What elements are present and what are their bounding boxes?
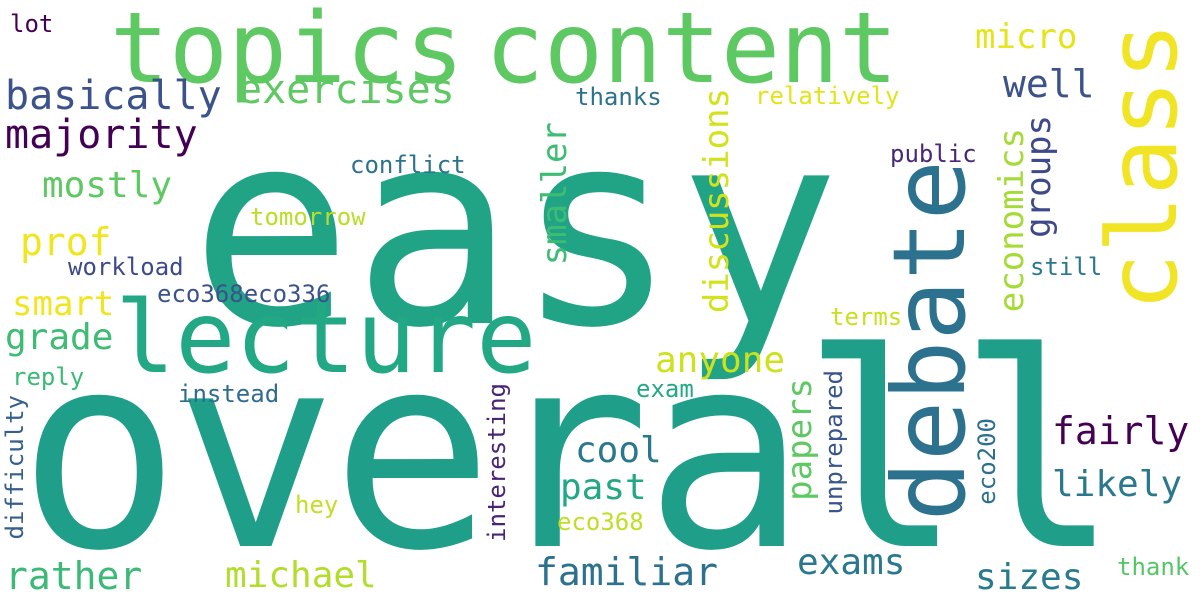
word-public: public xyxy=(890,140,977,168)
word-lot: lot xyxy=(10,10,54,38)
word-content: content xyxy=(485,0,899,106)
word-mostly: mostly xyxy=(42,165,173,206)
word-past: past xyxy=(560,467,647,508)
word-easy: easy xyxy=(190,72,841,387)
word-likely: likely xyxy=(1052,464,1183,505)
word-exercises: exercises xyxy=(238,67,455,113)
word-lecture: lecture xyxy=(115,279,537,396)
word-eco200: eco200 xyxy=(973,418,1001,505)
word-prof: prof xyxy=(20,220,112,264)
word-rather: rather xyxy=(5,554,143,598)
word-class: class xyxy=(1087,22,1199,311)
word-relatively: relatively xyxy=(755,82,900,110)
word-groups: groups xyxy=(1019,115,1059,238)
word-majority: majority xyxy=(5,112,198,158)
word-basically: basically xyxy=(5,73,222,119)
word-fairly: fairly xyxy=(1052,409,1190,453)
word-thanks: thanks xyxy=(575,83,662,111)
word-grade: grade xyxy=(5,317,114,358)
word-topics: topics xyxy=(110,0,465,106)
word-unprepared: unprepared xyxy=(820,370,848,515)
word-sizes: sizes xyxy=(975,557,1084,598)
word-eco368: eco368 xyxy=(557,508,644,536)
word-debate: debate xyxy=(871,160,988,522)
word-anyone: anyone xyxy=(655,340,786,381)
word-smart: smart xyxy=(12,284,115,324)
word-cool: cool xyxy=(575,430,662,471)
word-familiar: familiar xyxy=(535,550,719,594)
word-exam: exam xyxy=(636,375,694,403)
word-terms: terms xyxy=(830,303,903,331)
word-still: still xyxy=(1030,253,1103,281)
word-instead: instead xyxy=(178,380,280,408)
word-tomorrow: tomorrow xyxy=(250,203,366,231)
word-papers: papers xyxy=(780,378,820,501)
word-eco368eco336: eco368eco336 xyxy=(157,280,331,308)
word-thank: thank xyxy=(1117,553,1190,581)
word-micro: micro xyxy=(975,17,1078,57)
word-workload: workload xyxy=(68,253,184,281)
word-smaller: smaller xyxy=(535,122,575,266)
word-michael: michael xyxy=(225,555,377,596)
word-exams: exams xyxy=(797,542,906,583)
word-reply: reply xyxy=(12,363,85,391)
word-discussions: discussions xyxy=(697,88,737,314)
word-hey: hey xyxy=(295,491,339,519)
word-well: well xyxy=(1003,62,1095,106)
word-difficulty: difficulty xyxy=(1,395,29,540)
word-overall: overall xyxy=(18,295,1120,600)
word-conflict: conflict xyxy=(350,151,466,179)
word-interesting: interesting xyxy=(483,383,511,542)
